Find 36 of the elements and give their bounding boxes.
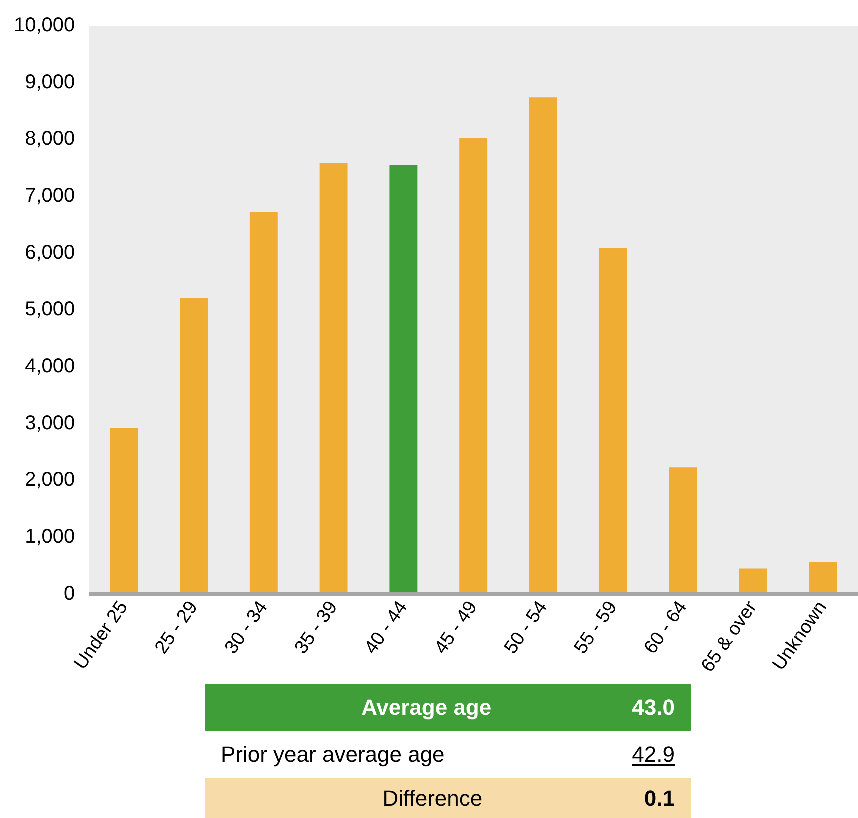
y-tick-label: 9,000 — [25, 71, 76, 94]
bar — [390, 165, 418, 594]
y-tick-label: 8,000 — [25, 128, 76, 150]
text: 0.1 — [644, 786, 675, 812]
bar — [739, 568, 768, 594]
bar — [320, 162, 348, 594]
y-tick-label: 3,000 — [25, 412, 76, 434]
y-tick-label: 4,000 — [25, 356, 76, 378]
bar — [669, 468, 698, 594]
bar — [250, 212, 278, 594]
y-tick-label: 5,000 — [25, 298, 76, 321]
x-tick-label: 40 - 44 — [360, 597, 412, 658]
x-tick-label: 30 - 34 — [221, 597, 273, 658]
y-tick-label: 1,000 — [25, 526, 76, 548]
bar — [809, 562, 838, 594]
text: 43.0 — [632, 694, 675, 720]
y-tick-label: 7,000 — [25, 185, 76, 208]
x-tick-label: 60 - 64 — [640, 597, 692, 658]
text: 42.9 — [632, 742, 675, 768]
bar — [110, 428, 138, 594]
x-tick-label: 25 - 29 — [151, 598, 202, 658]
x-tick-label: 35 - 39 — [291, 598, 342, 658]
y-tick-label: 10,000 — [14, 14, 76, 37]
bar — [460, 138, 488, 594]
x-tick-label: 50 - 54 — [500, 597, 552, 658]
x-tick-label: 55 - 59 — [570, 598, 622, 658]
x-tick-label: 45 - 49 — [430, 598, 482, 658]
text: Difference — [382, 786, 484, 812]
y-tick-label: 0 — [64, 582, 76, 605]
y-tick-label: 2,000 — [25, 469, 76, 492]
bar — [599, 248, 628, 594]
y-tick-label: 6,000 — [25, 242, 76, 264]
text: Prior year average age — [221, 742, 446, 768]
text: Average age — [360, 694, 493, 720]
bar — [180, 298, 208, 594]
bar — [530, 98, 558, 594]
